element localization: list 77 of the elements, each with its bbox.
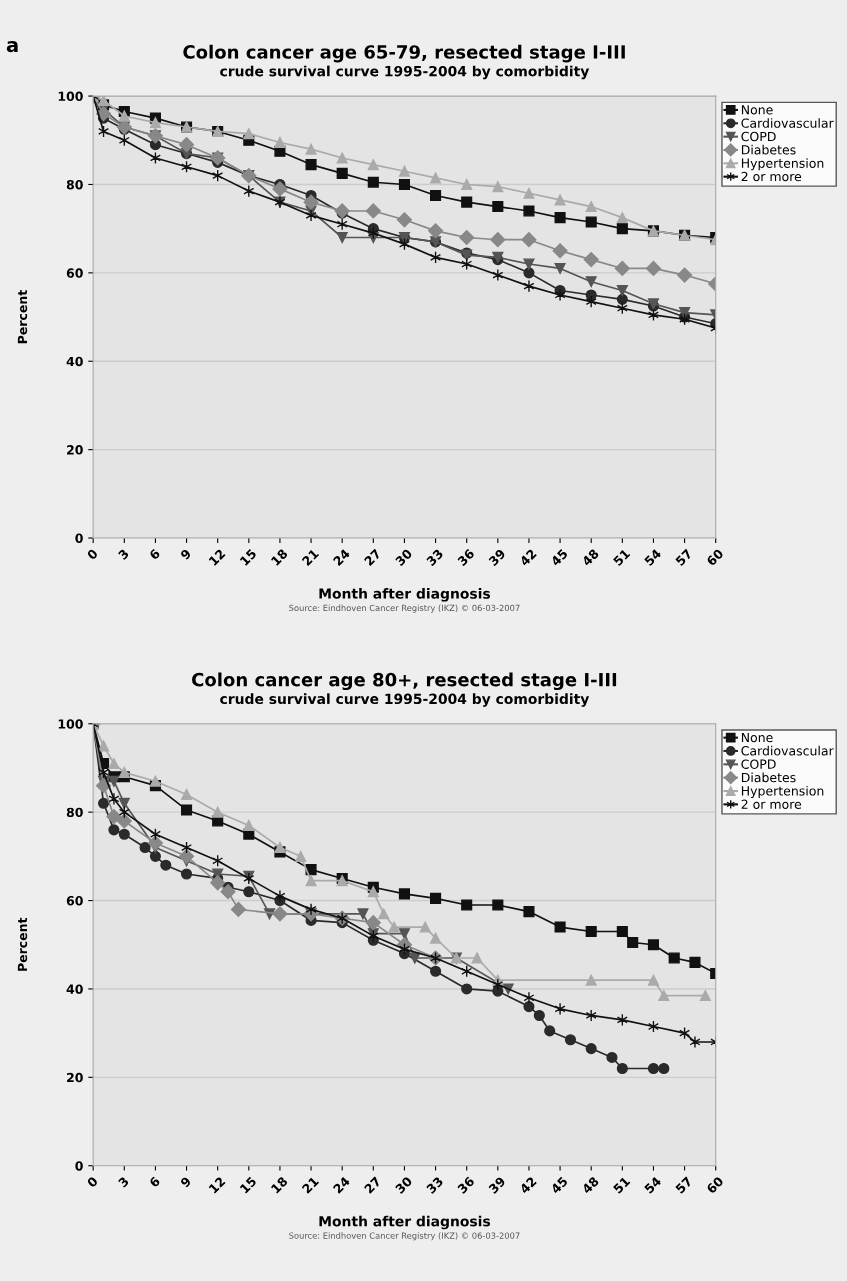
- x-tick-label: 60: [705, 1176, 725, 1195]
- x-tick-label: 57: [675, 1176, 693, 1194]
- x-tick-label: 45: [550, 548, 569, 567]
- legend-label: Cardiovascular: [741, 118, 834, 128]
- text: a: [6, 40, 18, 53]
- legend-label: 2 or more: [741, 799, 802, 809]
- x-tick-label: 30: [394, 1176, 413, 1194]
- x-tick-label: 3: [117, 548, 130, 561]
- y-tick-label: 100: [58, 719, 83, 729]
- y-tick-label: 0: [75, 533, 83, 543]
- x-tick-label: 36: [457, 1176, 475, 1194]
- y-axis-title: Percent: [17, 290, 28, 344]
- x-tick-label: 57: [675, 548, 693, 567]
- y-tick-label: 60: [66, 896, 83, 906]
- x-tick-label: 48: [581, 548, 600, 567]
- x-axis-title: Month after diagnosis: [319, 588, 491, 602]
- x-tick-label: 39: [488, 1176, 506, 1194]
- source-note: Source: Eindhoven Cancer Registry (IKZ) © 06-03-2007: [289, 604, 520, 613]
- x-tick-label: 24: [332, 1175, 351, 1194]
- y-tick-label: 80: [66, 179, 83, 190]
- x-tick-label: 18: [270, 1176, 289, 1194]
- x-tick-label: 21: [301, 548, 320, 567]
- y-tick-label: 40: [66, 356, 83, 367]
- x-tick-label: 33: [425, 1176, 444, 1194]
- x-tick-label: 39: [488, 548, 506, 567]
- y-tick-label: 100: [58, 91, 83, 101]
- y-tick-label: 60: [66, 268, 83, 278]
- legend-label: COPD: [741, 131, 776, 142]
- legend-label: Diabetes: [741, 772, 796, 783]
- x-tick-label: 12: [208, 548, 226, 566]
- y-tick-label: 20: [67, 445, 83, 455]
- legend-label: Cardiovascular: [741, 745, 834, 756]
- chart-title: Colon cancer age 65-79, resected stage I-III: [183, 44, 625, 63]
- x-tick-label: 6: [148, 1176, 161, 1188]
- x-tick-label: 0: [86, 1176, 99, 1188]
- x-tick-label: 42: [519, 1176, 537, 1195]
- y-tick-label: 40: [66, 984, 83, 994]
- legend-label: 2 or more: [741, 171, 802, 182]
- x-tick-label: 12: [208, 1176, 226, 1194]
- y-axis-title: Percent: [17, 917, 28, 971]
- x-tick-label: 51: [612, 1176, 631, 1194]
- x-tick-label: 0: [86, 548, 99, 561]
- x-tick-label: 27: [363, 548, 382, 567]
- x-tick-label: 24: [332, 548, 351, 567]
- chart-title: Colon cancer age 80+, resected stage I-III: [192, 672, 617, 691]
- x-tick-label: 54: [643, 548, 662, 567]
- x-tick-label: 54: [643, 1176, 662, 1194]
- x-tick-label: 51: [612, 548, 631, 567]
- y-tick-label: 80: [66, 807, 83, 818]
- x-tick-label: 6: [148, 548, 161, 561]
- legend-label: None: [741, 732, 773, 743]
- x-tick-label: 60: [705, 548, 725, 567]
- x-tick-label: 33: [425, 548, 444, 567]
- legend-label: COPD: [741, 759, 776, 769]
- x-tick-label: 42: [519, 548, 537, 567]
- x-tick-label: 45: [550, 1176, 569, 1195]
- legend-label: Diabetes: [741, 144, 796, 155]
- legend-label: None: [741, 105, 773, 115]
- source-note: Source: Eindhoven Cancer Registry (IKZ) © 06-03-2007: [289, 1232, 520, 1241]
- x-axis-title: Month after diagnosis: [319, 1215, 491, 1230]
- x-tick-label: 48: [581, 1176, 600, 1195]
- x-tick-label: 36: [457, 548, 475, 567]
- y-tick-label: 20: [67, 1072, 83, 1083]
- legend-label: Hypertension: [741, 785, 824, 798]
- x-tick-label: 27: [363, 1176, 382, 1194]
- x-tick-label: 30: [394, 548, 413, 567]
- x-tick-label: 9: [179, 1176, 192, 1188]
- x-tick-label: 15: [239, 548, 257, 566]
- x-tick-label: 15: [239, 1176, 257, 1194]
- x-tick-label: 18: [270, 548, 289, 566]
- chart-subtitle: crude survival curve 1995-2004 by comorbidity: [220, 65, 590, 80]
- x-tick-label: 9: [179, 548, 192, 561]
- x-tick-label: 21: [301, 1176, 320, 1194]
- x-tick-label: 3: [117, 1176, 130, 1188]
- chart-subtitle: crude survival curve 1995-2004 by comorbidity: [220, 693, 590, 707]
- legend-label: Hypertension: [741, 158, 824, 171]
- y-tick-label: 0: [75, 1161, 83, 1171]
